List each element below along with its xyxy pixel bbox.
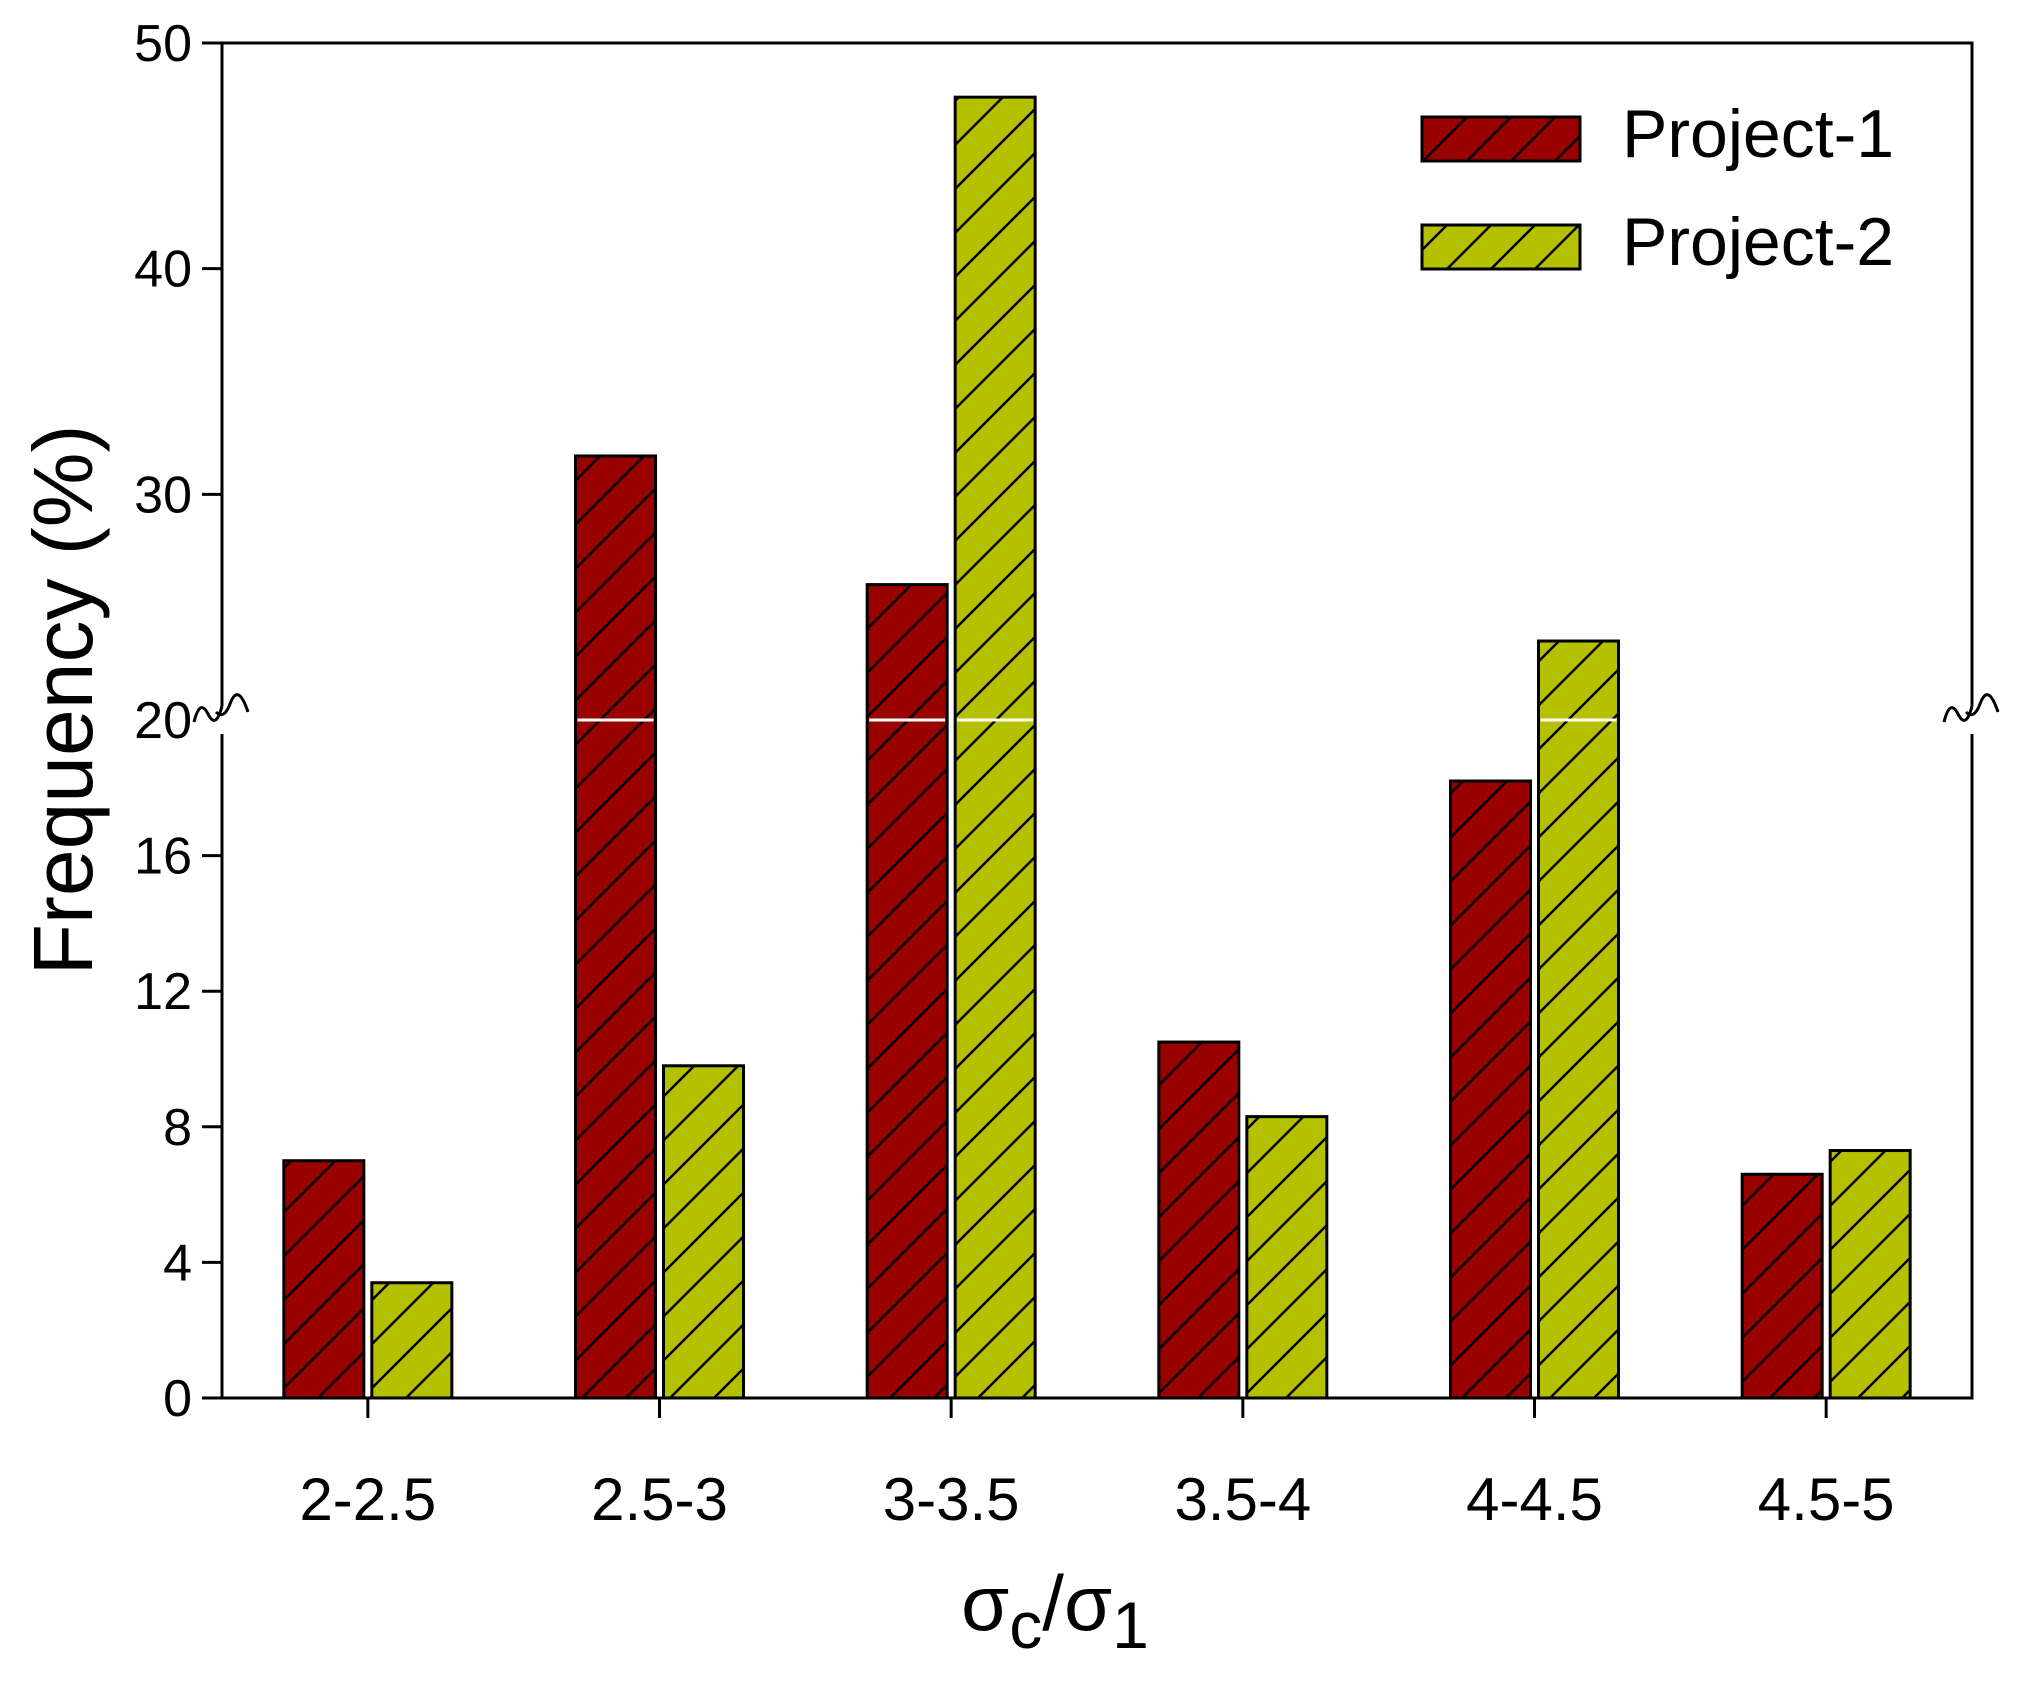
axis-break-squiggle-a [1942,705,1974,723]
bar-project-1-4-4.5 [1449,779,1532,1400]
x-tick-label-2-2.5: 2-2.5 [299,1466,436,1533]
x-axis-title-sub-1: 1 [1112,1588,1149,1662]
y-tick-label-0: 0 [163,1370,192,1428]
axis-break-right [1942,693,2000,734]
legend-label-project-1: Project-1 [1622,96,1894,172]
legend-label-project-2: Project-2 [1622,204,1894,280]
y-tick-label-4: 4 [163,1234,192,1292]
axis-break-squiggle-a [192,705,224,723]
y-tick-label-16: 16 [134,828,192,886]
y-axis-ticks: 0 4 8 12 16 20 30 40 50 [134,15,222,1428]
bar-project-2-4-4.5 [1537,639,1620,1400]
x-tick-label-2.5-3: 2.5-3 [591,1466,728,1533]
bar-project-2-3.5-4 [1245,1115,1329,1400]
x-tick-label-4.5-5: 4.5-5 [1758,1466,1895,1533]
y-axis-title: Frequency (%) [16,425,110,976]
bar-project-2-2-2.5 [370,1281,454,1400]
y-tick-label-8: 8 [163,1099,192,1157]
x-axis-title-sub-c: c [1009,1588,1042,1662]
y-tick-label-50: 50 [134,15,192,73]
bar-project-1-3.5-4 [1157,1040,1241,1400]
x-axis-title-slash-sigma: /σ [1042,1559,1112,1647]
bar-project-1-4.5-5 [1740,1172,1824,1400]
bar-project-2-3-3.5 [953,95,1037,1400]
bar-project-1-2-2.5 [282,1159,366,1400]
bars-layer [282,95,1912,1400]
legend-swatch-project-2 [1420,223,1582,271]
bar-project-2-4.5-5 [1828,1149,1912,1400]
axis-break-left [192,693,250,734]
legend-swatch-project-1 [1420,115,1582,163]
y-tick-label-12: 12 [134,963,192,1021]
x-tick-label-3-3.5: 3-3.5 [883,1466,1020,1533]
x-tick-label-4-4.5: 4-4.5 [1466,1466,1603,1533]
x-axis-ticks: 2-2.5 2.5-3 3-3.5 3.5-4 4-4.5 4.5-5 [299,1398,1895,1533]
bar-project-1-2.5-3 [574,454,657,1400]
bar-project-2-2.5-3 [662,1064,745,1400]
x-axis-title: σc/σ1 [961,1559,1149,1662]
legend: Project-1 Project-2 [1420,96,1894,280]
y-tick-label-30: 30 [134,466,192,524]
axis-break-squiggle-b [1964,693,2000,717]
axis-break-squiggle-b [214,693,250,717]
y-tick-label-40: 40 [134,241,192,299]
bar-project-1-3-3.5 [865,583,949,1400]
x-tick-label-3.5-4: 3.5-4 [1174,1466,1311,1533]
y-tick-label-20: 20 [134,692,192,750]
x-axis-title-sigma: σ [961,1559,1009,1647]
